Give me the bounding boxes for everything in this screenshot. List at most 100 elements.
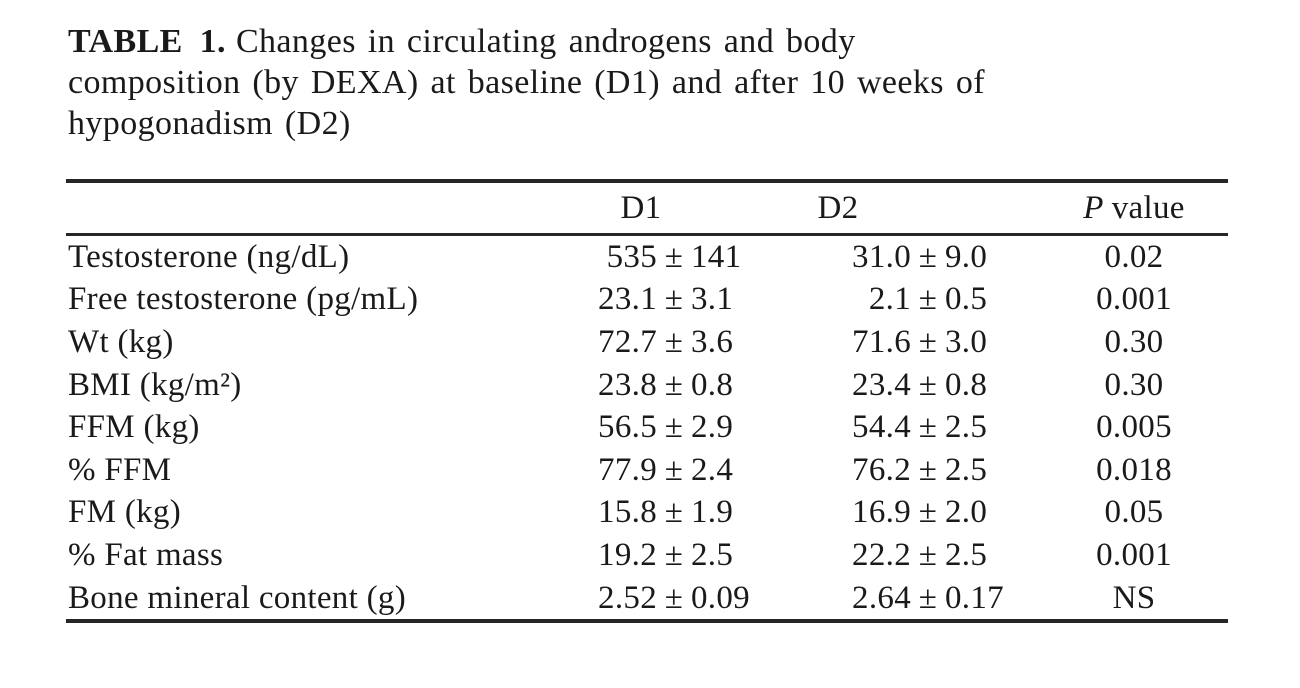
d2-cell: 71.6 ± 3.0 (800, 324, 1040, 361)
plus-minus-icon: ± (918, 494, 938, 531)
row-label: Free testosterone (pg/mL) (68, 281, 419, 318)
p-value: 0.001 (1096, 281, 1172, 318)
d2-sd: 2.5 (945, 536, 988, 573)
caption-line-2: composition (by DEXA) at baseline (D1) a… (68, 64, 985, 101)
d1-cell: 15.8 ± 1.9 (560, 494, 800, 531)
d1-sd: 2.5 (691, 536, 734, 573)
d2-cell: 54.4 ± 2.5 (800, 409, 1040, 446)
table-row: FFM (kg) 56.5 ± 2.9 54.4 ± 2.5 0.005 (66, 406, 1228, 449)
d1-mean: 535 (606, 238, 657, 275)
d2-cell: 2.64 ± 0.17 (800, 580, 1040, 617)
p-value: 0.30 (1104, 366, 1164, 403)
row-label: Testosterone (ng/dL) (68, 238, 350, 275)
plus-minus-icon: ± (918, 536, 938, 573)
d2-mean: 31.0 (852, 238, 911, 275)
plus-minus-icon: ± (918, 579, 938, 616)
d1-sd: 141 (691, 238, 742, 275)
table-row: Bone mineral content (g) 2.52 ± 0.09 2.6… (66, 577, 1228, 620)
table-row: Wt (kg) 72.7 ± 3.6 71.6 ± 3.0 0.30 (66, 321, 1228, 364)
p-value: 0.001 (1096, 536, 1172, 573)
d1-sd: 2.9 (691, 409, 734, 446)
d2-sd: 0.17 (945, 579, 1004, 616)
plus-minus-icon: ± (664, 238, 684, 275)
plus-minus-icon: ± (918, 281, 938, 318)
d2-mean: 2.1 (868, 281, 911, 318)
d2-cell: 2.1 ± 0.5 (800, 281, 1040, 318)
header-p-italic: P (1083, 189, 1104, 226)
d1-cell: 535 ± 141 (560, 239, 800, 276)
d2-mean: 16.9 (852, 494, 911, 531)
plus-minus-icon: ± (918, 409, 938, 446)
d1-cell: 23.1 ± 3.1 (560, 281, 800, 318)
d1-mean: 72.7 (598, 323, 657, 360)
p-value: 0.005 (1096, 409, 1172, 446)
d2-sd: 0.5 (945, 281, 988, 318)
d2-sd: 0.8 (945, 366, 988, 403)
d1-mean: 15.8 (598, 494, 657, 531)
d2-cell: 31.0 ± 9.0 (800, 239, 1040, 276)
d1-cell: 23.8 ± 0.8 (560, 367, 800, 404)
table-caption: TABLE 1. Changes in circulating androgens… (68, 21, 985, 144)
plus-minus-icon: ± (664, 579, 684, 616)
p-value: NS (1112, 579, 1156, 616)
p-value: 0.02 (1104, 238, 1164, 275)
plus-minus-icon: ± (918, 451, 938, 488)
d2-mean: 22.2 (852, 536, 911, 573)
d1-cell: 56.5 ± 2.9 (560, 409, 800, 446)
d1-cell: 77.9 ± 2.4 (560, 452, 800, 489)
header-p-rest: value (1111, 189, 1185, 226)
d2-cell: 16.9 ± 2.0 (800, 494, 1040, 531)
d2-mean: 2.64 (852, 579, 911, 616)
plus-minus-icon: ± (664, 409, 684, 446)
row-label: Bone mineral content (g) (68, 579, 407, 616)
d2-sd: 2.0 (945, 494, 988, 531)
d2-cell: 76.2 ± 2.5 (800, 452, 1040, 489)
d1-sd: 1.9 (691, 494, 734, 531)
d1-mean: 56.5 (598, 409, 657, 446)
caption-line-1-text: Changes in circulating androgens and bod… (235, 23, 856, 60)
d1-mean: 2.52 (598, 579, 657, 616)
row-label: Wt (kg) (68, 323, 174, 360)
plus-minus-icon: ± (664, 494, 684, 531)
d1-mean: 23.1 (598, 281, 657, 318)
plus-minus-icon: ± (664, 366, 684, 403)
caption-label: TABLE 1. (68, 23, 226, 60)
d1-sd: 3.6 (691, 323, 734, 360)
row-label: FFM (kg) (68, 409, 200, 446)
caption-line-3: hypogonadism (D2) (68, 105, 351, 142)
d2-mean: 54.4 (852, 409, 911, 446)
d2-mean: 23.4 (852, 366, 911, 403)
header-d1: D1 (620, 189, 662, 226)
table-row: % Fat mass 19.2 ± 2.5 22.2 ± 2.5 0.001 (66, 534, 1228, 577)
table-row: % FFM 77.9 ± 2.4 76.2 ± 2.5 0.018 (66, 449, 1228, 492)
d2-sd: 2.5 (945, 451, 988, 488)
table-row: Free testosterone (pg/mL) 23.1 ± 3.1 2.1… (66, 279, 1228, 322)
plus-minus-icon: ± (918, 238, 938, 275)
d2-cell: 22.2 ± 2.5 (800, 537, 1040, 574)
table-row: Testosterone (ng/dL) 535 ± 141 31.0 ± 9.… (66, 236, 1228, 279)
plus-minus-icon: ± (664, 323, 684, 360)
row-label: % FFM (68, 451, 172, 488)
d2-mean: 71.6 (852, 323, 911, 360)
table-row: BMI (kg/m²) 23.8 ± 0.8 23.4 ± 0.8 0.30 (66, 364, 1228, 407)
d2-sd: 3.0 (945, 323, 988, 360)
d1-mean: 23.8 (598, 366, 657, 403)
p-value: 0.30 (1104, 323, 1164, 360)
d2-mean: 76.2 (852, 451, 911, 488)
d1-sd: 0.8 (691, 366, 734, 403)
row-label: % Fat mass (68, 536, 224, 573)
header-d2: D2 (817, 189, 859, 226)
plus-minus-icon: ± (664, 281, 684, 318)
d1-mean: 19.2 (598, 536, 657, 573)
row-label: FM (kg) (68, 494, 182, 531)
d1-cell: 72.7 ± 3.6 (560, 324, 800, 361)
d1-mean: 77.9 (598, 451, 657, 488)
caption-line-1: TABLE 1. Changes in circulating androgens… (68, 21, 985, 62)
d2-sd: 9.0 (945, 238, 988, 275)
d1-cell: 2.52 ± 0.09 (560, 580, 800, 617)
p-value: 0.018 (1096, 451, 1172, 488)
